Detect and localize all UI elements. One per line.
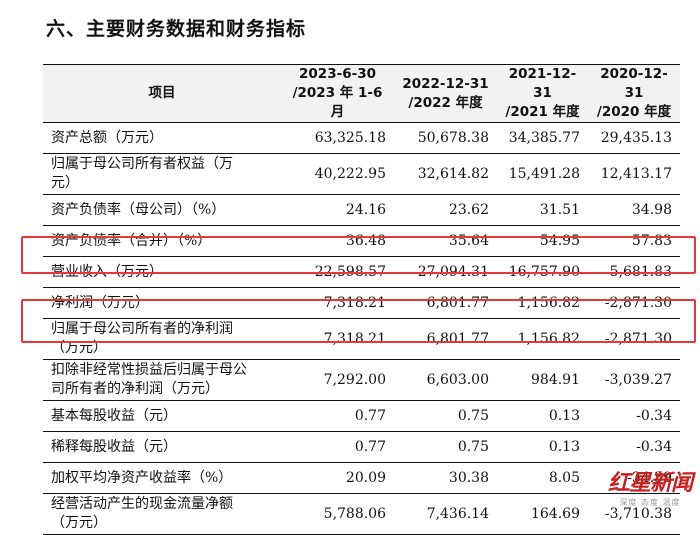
value-cell: 35.64	[394, 225, 497, 257]
row-label: 归属于母公司所有者的净利润 （万元）	[43, 318, 281, 360]
value-cell: -2,871.30	[588, 287, 680, 319]
value-cell: -0.34	[588, 431, 680, 463]
value-cell: 0.77	[281, 400, 394, 432]
value-cell: 29,435.13	[588, 122, 680, 154]
value-cell: 50,678.38	[394, 122, 497, 154]
header-2022: 2022-12-31/2022 年度	[394, 64, 497, 123]
value-cell: 0.13	[497, 431, 588, 463]
header-2020: 2020-12-31/2020 年度	[588, 64, 680, 123]
table-row: 归属于母公司所有者权益（万 元） 40,222.95 32,614.82 15,491.…	[43, 153, 680, 195]
value-cell: 32,614.82	[394, 153, 497, 195]
value-cell: 15,491.28	[497, 153, 588, 195]
financial-data-table: 项目 2023-6-30/2023 年 1-6 月 2022-12-31/202…	[43, 64, 680, 535]
value-cell: 23.62	[394, 194, 497, 226]
table-row: 归属于母公司所有者的净利润 （万元） 7,318.21 6,801.77 1,156.8…	[43, 318, 680, 360]
value-cell: 984.91	[497, 359, 588, 401]
table-row: 资产负债率（母公司）（%） 24.16 23.62 31.51 34.98	[43, 194, 680, 226]
value-cell: 6,801.77	[394, 318, 497, 360]
value-cell: 5,788.06	[281, 493, 394, 535]
header-2023h1: 2023-6-30/2023 年 1-6 月	[281, 64, 394, 123]
table-row: 稀释每股收益（元） 0.77 0.75 0.13 -0.34	[43, 431, 680, 463]
row-label: 资产负债率（合并）（%）	[43, 225, 281, 257]
value-cell: -34.39	[588, 462, 680, 494]
value-cell: 7,436.14	[394, 493, 497, 535]
row-label: 资产总额（万元）	[43, 122, 281, 154]
table-row: 资产负债率（合并）（%） 36.48 35.64 54.95 57.83	[43, 225, 680, 257]
row-label: 净利润（万元）	[43, 287, 281, 319]
value-cell: 0.75	[394, 431, 497, 463]
value-cell: 24.16	[281, 194, 394, 226]
value-cell: 5,681.83	[588, 256, 680, 288]
value-cell: 1,156.82	[497, 287, 588, 319]
value-cell: 40,222.95	[281, 153, 394, 195]
value-cell: -2,871.30	[588, 318, 680, 360]
header-2021: 2021-12-31/2021 年度	[497, 64, 588, 123]
row-label: 基本每股收益（元）	[43, 400, 281, 432]
value-cell: 27,094.31	[394, 256, 497, 288]
value-cell: 7,318.21	[281, 287, 394, 319]
value-cell: 34.98	[588, 194, 680, 226]
value-cell: -0.34	[588, 400, 680, 432]
value-cell: 30.38	[394, 462, 497, 494]
value-cell: 63,325.18	[281, 122, 394, 154]
section-heading: 六、主要财务数据和财务指标	[46, 18, 307, 40]
value-cell: 7,318.21	[281, 318, 394, 360]
row-label: 经营活动产生的现金流量净额 （万元）	[43, 493, 281, 535]
row-label: 稀释每股收益（元）	[43, 431, 281, 463]
value-cell: 54.95	[497, 225, 588, 257]
table-row: 经营活动产生的现金流量净额 （万元） 5,788.06 7,436.14 164.69-…	[43, 493, 680, 535]
value-cell: 6,801.77	[394, 287, 497, 319]
value-cell: 12,413.17	[588, 153, 680, 195]
row-label: 加权平均净资产收益率（%）	[43, 462, 281, 494]
row-label: 营业收入（万元）	[43, 256, 281, 288]
row-label: 归属于母公司所有者权益（万 元）	[43, 153, 281, 195]
value-cell: 0.75	[394, 400, 497, 432]
value-cell: 16,757.90	[497, 256, 588, 288]
value-cell: 57.83	[588, 225, 680, 257]
table-row: 净利润（万元） 7,318.21 6,801.77 1,156.82 -2,871.30	[43, 287, 680, 319]
table-row: 扣除非经常性损益后归属于母公 司所有者的净利润（万元） 7,292.00 6,603.…	[43, 359, 680, 401]
table-row: 营业收入（万元） 22,598.57 27,094.31 16,757.90 5,681…	[43, 256, 680, 288]
value-cell: 7,292.00	[281, 359, 394, 401]
value-cell: 20.09	[281, 462, 394, 494]
value-cell: 1,156.82	[497, 318, 588, 360]
value-cell: 34,385.77	[497, 122, 588, 154]
table-row: 资产总额（万元） 63,325.18 50,678.38 34,385.77 29,43…	[43, 122, 680, 154]
row-label: 扣除非经常性损益后归属于母公 司所有者的净利润（万元）	[43, 359, 281, 401]
watermark-slogan: 深度 态度 温度	[619, 498, 681, 507]
row-label: 资产负债率（母公司）（%）	[43, 194, 281, 226]
value-cell: 22,598.57	[281, 256, 394, 288]
value-cell: 8.05	[497, 462, 588, 494]
table-row: 基本每股收益（元） 0.77 0.75 0.13 -0.34	[43, 400, 680, 432]
value-cell: 31.51	[497, 194, 588, 226]
table-header-row: 项目 2023-6-30/2023 年 1-6 月 2022-12-31/202…	[43, 64, 680, 123]
watermark-logo: 红星新闻 深度 态度 温度	[607, 465, 693, 508]
value-cell: -3,039.27	[588, 359, 680, 401]
watermark-brand: 红星新闻	[607, 471, 693, 496]
value-cell: 0.77	[281, 431, 394, 463]
value-cell: 164.69	[497, 493, 588, 535]
header-item: 项目	[43, 64, 281, 123]
value-cell: 6,603.00	[394, 359, 497, 401]
value-cell: 36.48	[281, 225, 394, 257]
table-row: 加权平均净资产收益率（%） 20.09 30.38 8.05 -34.39	[43, 462, 680, 494]
value-cell: 0.13	[497, 400, 588, 432]
